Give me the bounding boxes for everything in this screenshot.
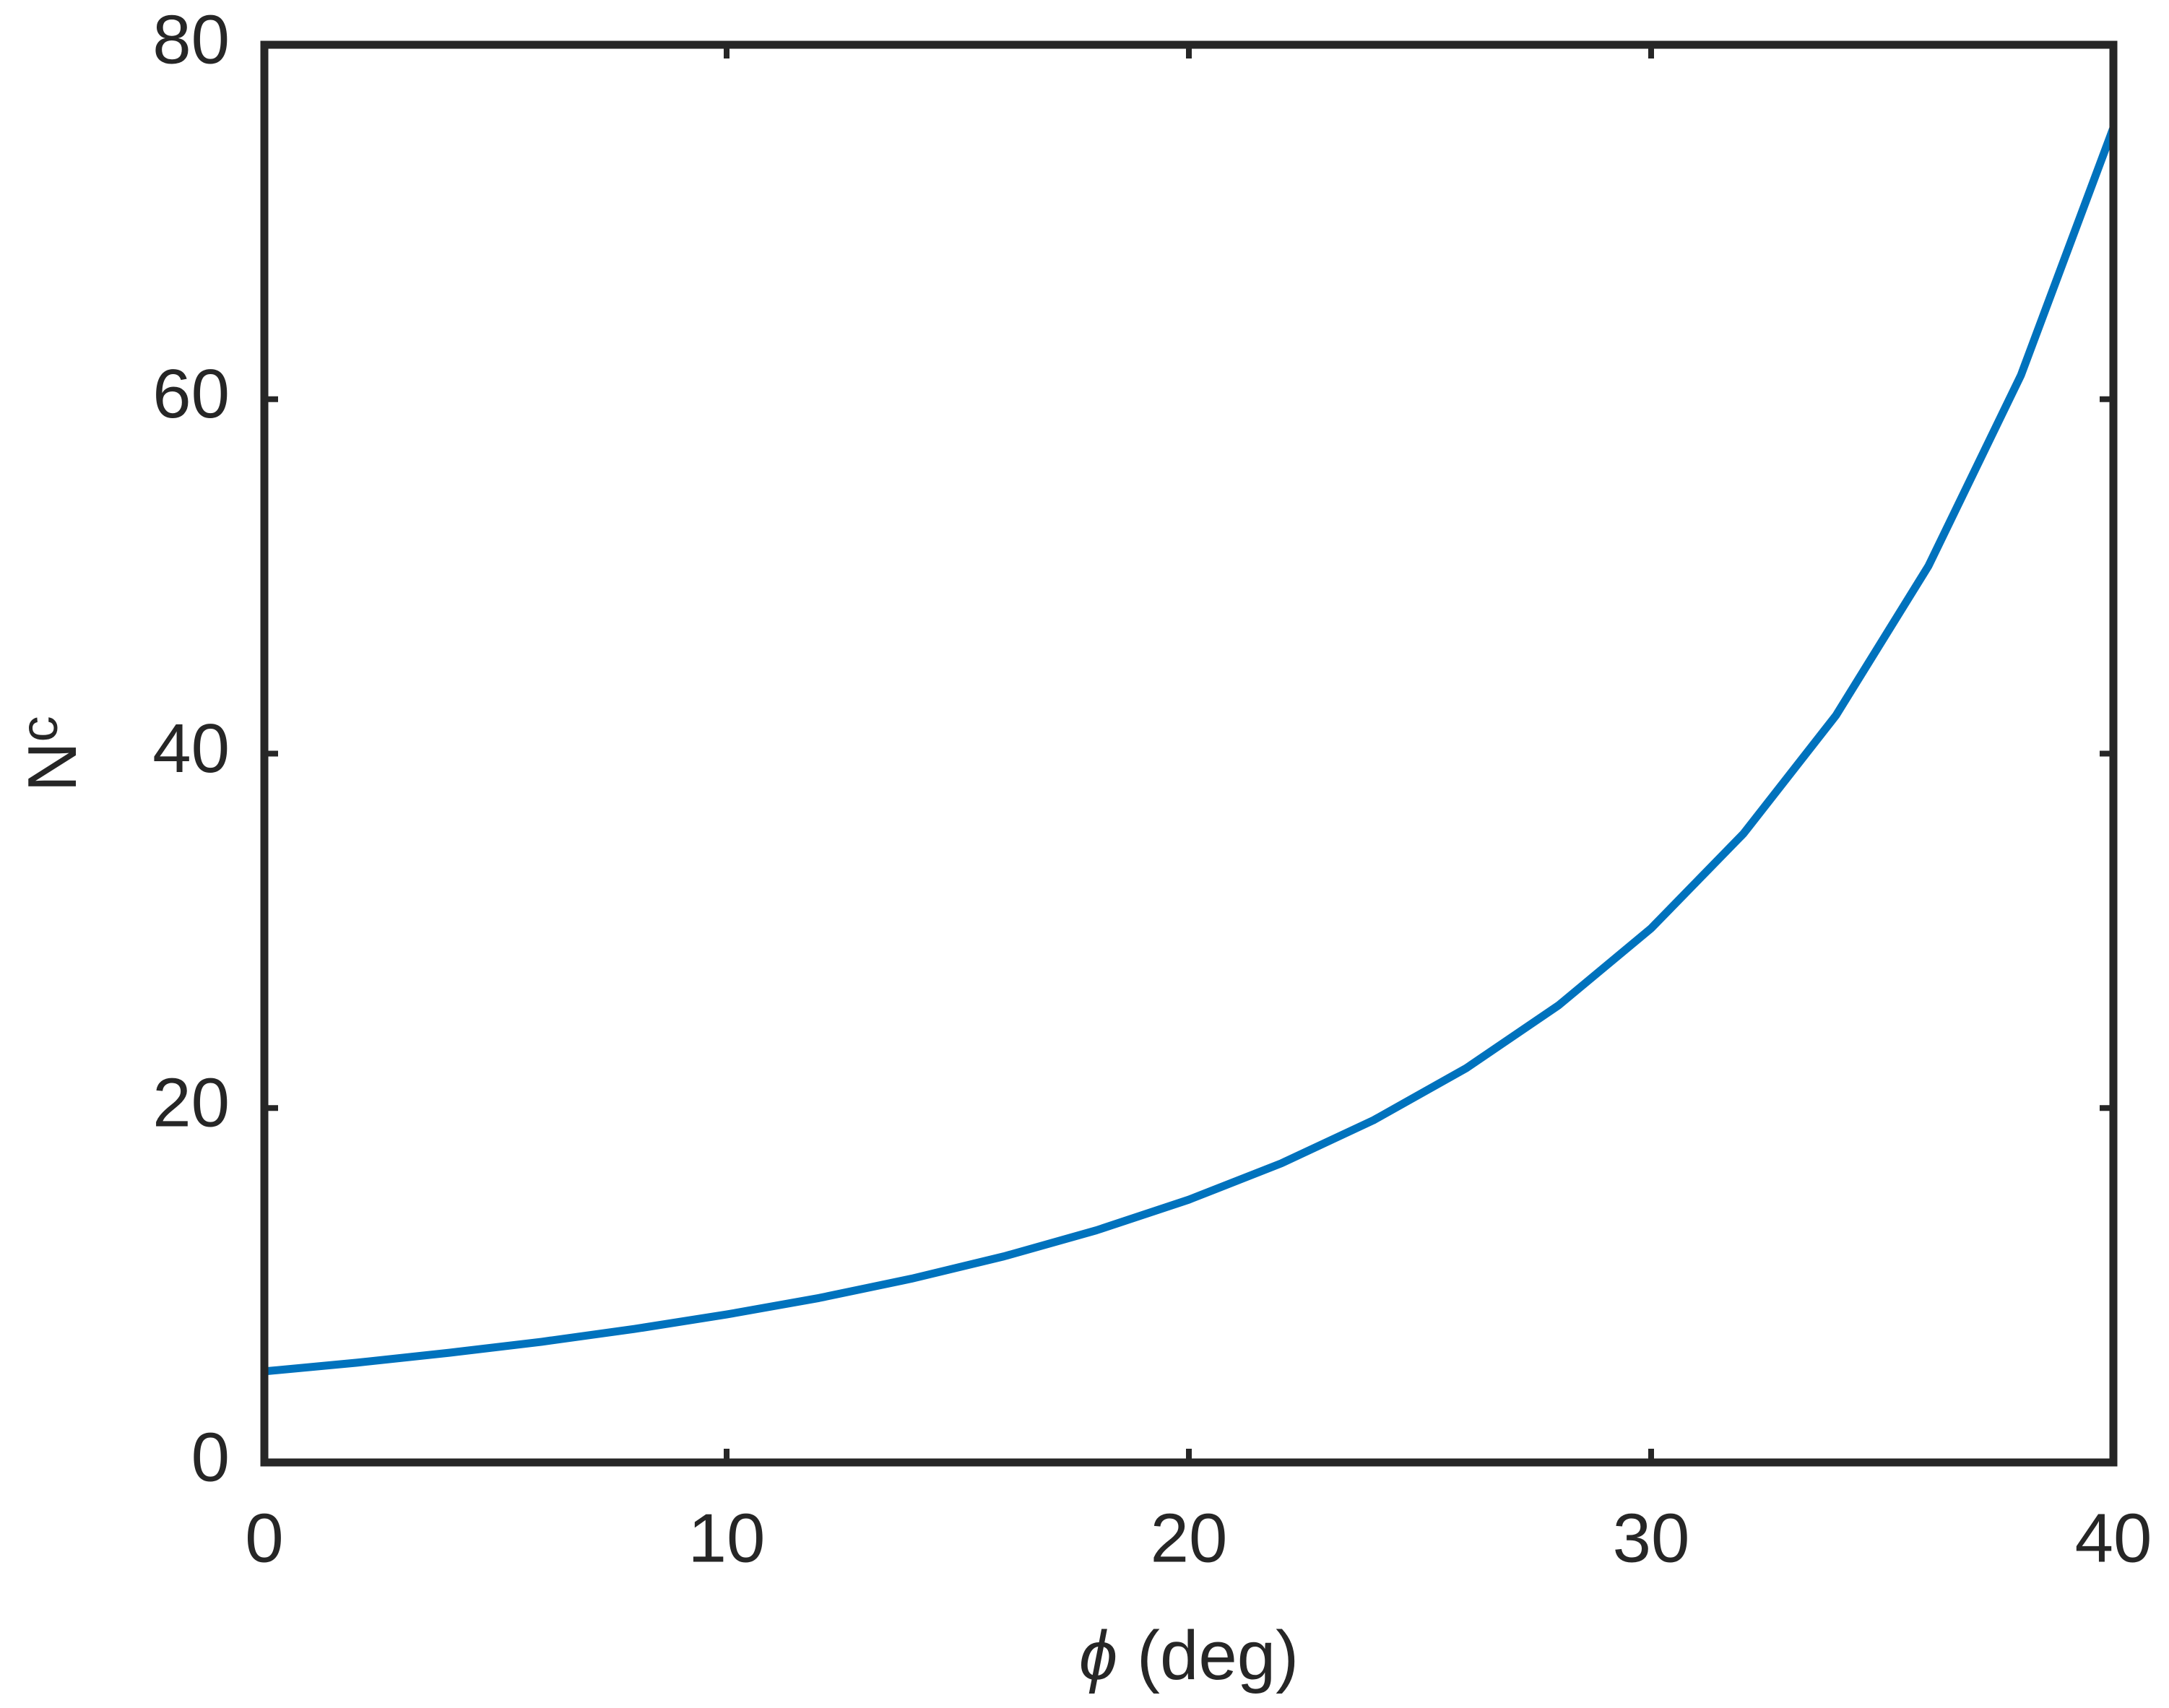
x-tick-label: 0 [245, 1499, 283, 1577]
x-tick-label: 30 [1613, 1499, 1690, 1577]
data-line [264, 126, 2118, 1376]
y-axis-label: Nc [11, 716, 91, 792]
x-tick-label: 10 [688, 1499, 766, 1577]
y-axis-label-main: N [14, 742, 91, 792]
y-tick-label: 60 [152, 355, 230, 433]
y-tick-label: 20 [152, 1065, 230, 1142]
x-axis-label: ϕ (deg) [1079, 1617, 1299, 1694]
y-tick-label: 0 [191, 1418, 230, 1496]
x-tick-label: 20 [1151, 1499, 1228, 1577]
axes-box [260, 40, 2118, 1467]
x-tick-label: 40 [2075, 1499, 2152, 1577]
x-axis-label-unit: (deg) [1117, 1617, 1299, 1694]
y-tick-label: 40 [152, 710, 230, 787]
x-axis-label-symbol: ϕ [1079, 1617, 1117, 1694]
y-axis-label-sub: c [11, 716, 69, 742]
y-tick-label: 80 [152, 1, 230, 78]
